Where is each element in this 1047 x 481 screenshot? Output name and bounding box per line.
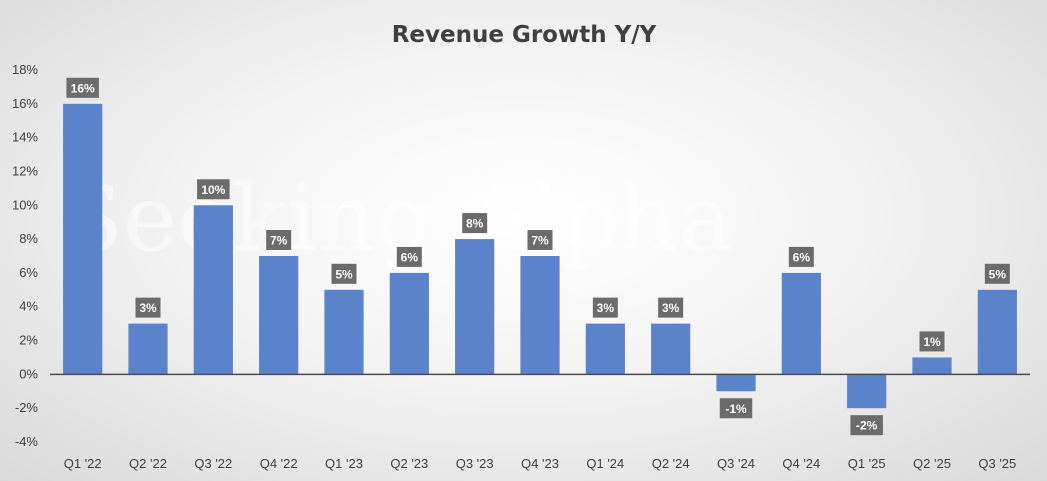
bar [651,323,691,375]
data-label-box [919,331,945,352]
y-tick-label: 14% [12,130,38,145]
data-label: 3% [592,297,618,318]
y-tick-label: 2% [19,333,38,348]
bar [781,272,821,375]
data-label-text: 8% [466,217,484,231]
y-tick-label: 10% [12,197,38,212]
data-label-text: 10% [201,183,225,197]
data-label: 3% [135,297,161,318]
bar [912,357,952,375]
bars-group [63,103,1017,409]
data-label: 6% [396,246,422,267]
data-label: 7% [266,230,292,250]
bar [63,103,103,375]
data-label-text: 5% [989,267,1007,281]
watermark: Seeking Alpha [60,165,733,272]
x-tick-label: Q1 '22 [64,456,102,471]
bar [847,374,887,409]
x-tick-label: Q1 '25 [848,456,886,471]
x-tick-label: Q3 '23 [456,456,494,471]
data-label-box [788,246,814,267]
data-label: 5% [331,263,357,284]
bar [520,256,560,375]
y-tick-label: 16% [12,96,38,111]
data-label-box [331,263,357,284]
data-label-text: 3% [597,301,615,315]
bar [259,256,299,375]
data-label-box [66,77,99,98]
data-label: 10% [197,179,230,200]
data-label: 16% [66,77,99,98]
y-tick-label: 6% [19,265,38,280]
data-label-box [462,213,488,234]
y-tick-label: 4% [19,299,38,314]
data-label: -1% [719,398,753,419]
bar [716,374,756,392]
data-label-text: 3% [139,301,157,315]
data-labels-group: 16% 3% 10% 7% 5% 6% 8% 7% 3% 3% -1% 6% -2% 1% 5% [66,77,1010,436]
data-label-text: 6% [401,250,419,264]
data-label-text: 1% [923,335,941,349]
data-label-box [396,246,422,267]
y-axis: -4% -2% 0% 2% 4% 6% 8% 10% 12% 14% 16% 18% [12,62,38,449]
x-tick-label: Q2 '25 [913,456,951,471]
y-tick-label: 18% [12,62,38,77]
bar [585,323,625,375]
bar [128,323,168,375]
bar [455,239,495,375]
data-label: -2% [850,415,883,436]
data-label-text: 6% [793,250,811,264]
x-tick-label: Q2 '24 [652,456,690,471]
x-tick-label: Q3 '24 [717,456,755,471]
x-tick-label: Q4 '22 [260,456,298,471]
y-tick-label: 0% [19,366,38,381]
x-tick-label: Q2 '23 [390,456,428,471]
y-tick-label: 12% [12,163,38,178]
data-label: 5% [984,263,1010,284]
chart-title: Revenue Growth Y/Y [392,22,657,48]
data-label-box [658,297,684,318]
x-tick-label: Q3 '25 [978,456,1016,471]
bar [977,289,1017,375]
y-tick-label: 8% [19,231,38,246]
data-label-text: 5% [335,267,353,281]
data-label-box [984,263,1010,284]
data-label-box [266,230,292,250]
data-label: 6% [788,246,814,267]
data-label-box [592,297,618,318]
bar [193,205,233,375]
data-label-box [197,179,230,200]
data-label: 1% [919,331,945,352]
data-label-text: 7% [270,234,288,248]
data-label: 3% [658,297,684,318]
x-axis: Q1 '22 Q2 '22 Q3 '22 Q4 '22 Q1 '23 Q2 '23 Q3 '… [64,456,1017,471]
x-tick-label: Q3 '22 [194,456,232,471]
bar [389,272,429,375]
data-label-text: -2% [856,419,878,433]
y-tick-label: -4% [15,434,39,449]
data-label-text: 3% [662,301,680,315]
data-label-box [719,398,753,419]
data-label-box [850,415,883,436]
x-tick-label: Q4 '23 [521,456,559,471]
x-tick-label: Q1 '24 [586,456,624,471]
data-label-box [527,230,553,250]
data-label-text: -1% [725,402,747,416]
bar [324,289,364,375]
data-label: 7% [527,230,553,250]
x-tick-label: Q4 '24 [782,456,820,471]
x-tick-label: Q2 '22 [129,456,167,471]
data-label-text: 7% [531,234,549,248]
data-label-box [135,297,161,318]
data-label: 8% [462,213,488,234]
x-tick-label: Q1 '23 [325,456,363,471]
y-tick-label: -2% [15,400,39,415]
data-label-text: 16% [71,81,95,95]
